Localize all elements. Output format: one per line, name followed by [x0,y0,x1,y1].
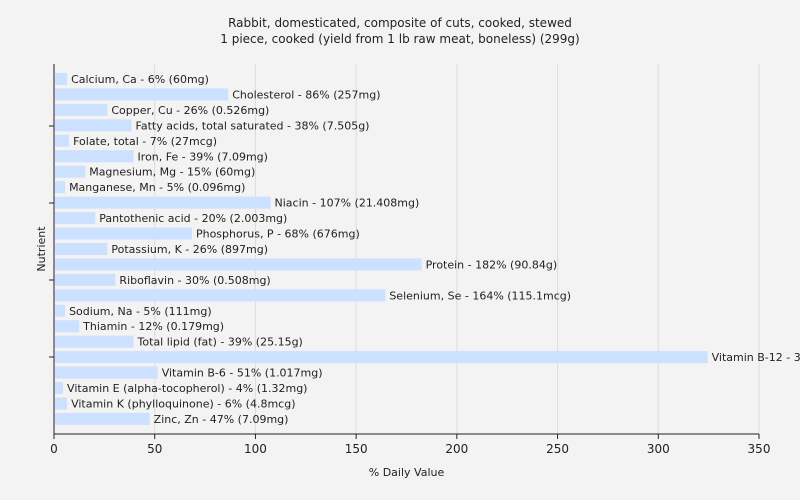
y-axis-title: Nutrient [35,226,48,272]
bar-label: Selenium, Se - 164% (115.1mcg) [389,289,571,302]
bar-label: Phosphorus, P - 68% (676mg) [196,228,360,241]
bar [55,304,66,317]
bar-label: Protein - 182% (90.84g) [426,258,558,271]
bar-label: Zinc, Zn - 47% (7.09mg) [154,413,289,426]
bar-label: Potassium, K - 26% (897mg) [111,243,268,256]
bar [55,412,150,425]
bar-label: Vitamin E (alpha-tocopherol) - 4% (1.32m… [67,382,307,395]
bar [55,351,708,364]
bar-label: Iron, Fe - 39% (7.09mg) [138,150,268,163]
x-tick-label: 350 [748,442,771,456]
bar-label: Magnesium, Mg - 15% (60mg) [89,166,255,179]
bar [55,366,158,379]
bar-label: Calcium, Ca - 6% (60mg) [71,73,209,86]
bar [55,242,108,255]
chart-title: Rabbit, domesticated, composite of cuts,… [228,16,572,30]
bar [55,227,192,240]
bar [55,320,80,333]
bar [55,196,271,209]
x-tick-label: 100 [244,442,267,456]
bar [55,134,70,147]
bar [55,103,108,116]
bar [55,258,422,271]
bar-label: Copper, Cu - 26% (0.526mg) [111,104,269,117]
bar [55,73,68,85]
bar [55,119,132,132]
bar-label: Cholesterol - 86% (257mg) [232,88,380,101]
bar-label: Vitamin B-6 - 51% (1.017mg) [162,367,323,380]
bar [55,88,229,101]
bar [55,212,96,225]
bar-label: Manganese, Mn - 5% (0.096mg) [69,181,245,194]
x-tick-label: 300 [647,442,670,456]
bar-label: Thiamin - 12% (0.179mg) [82,320,224,333]
bar [55,165,86,178]
bar-label: Total lipid (fat) - 39% (25.15g) [137,336,303,349]
bar [55,150,134,163]
bar-label: Niacin - 107% (21.408mg) [275,197,420,210]
bar-label: Riboflavin - 30% (0.508mg) [119,274,270,287]
x-tick-label: 250 [546,442,569,456]
bar [55,289,386,302]
bar-label: Vitamin K (phylloquinone) - 6% (4.8mcg) [71,397,295,410]
bar [55,181,66,194]
x-tick-label: 150 [345,442,368,456]
bar-label: Pantothenic acid - 20% (2.003mg) [99,212,287,225]
bar [55,397,68,410]
bar [55,382,64,394]
bar-label: Sodium, Na - 5% (111mg) [69,305,212,318]
bar-label: Vitamin B-12 - 324% (19.46mcg) [712,351,800,364]
x-tick-label: 200 [445,442,468,456]
bar-label: Fatty acids, total saturated - 38% (7.50… [136,119,370,132]
x-axis-title: % Daily Value [369,466,445,479]
chart-subtitle: 1 piece, cooked (yield from 1 lb raw mea… [220,32,580,46]
x-tick-label: 50 [147,442,162,456]
bar [55,273,116,286]
x-tick-label: 0 [50,442,58,456]
bar [55,335,134,348]
bar-label: Folate, total - 7% (27mcg) [73,135,217,148]
